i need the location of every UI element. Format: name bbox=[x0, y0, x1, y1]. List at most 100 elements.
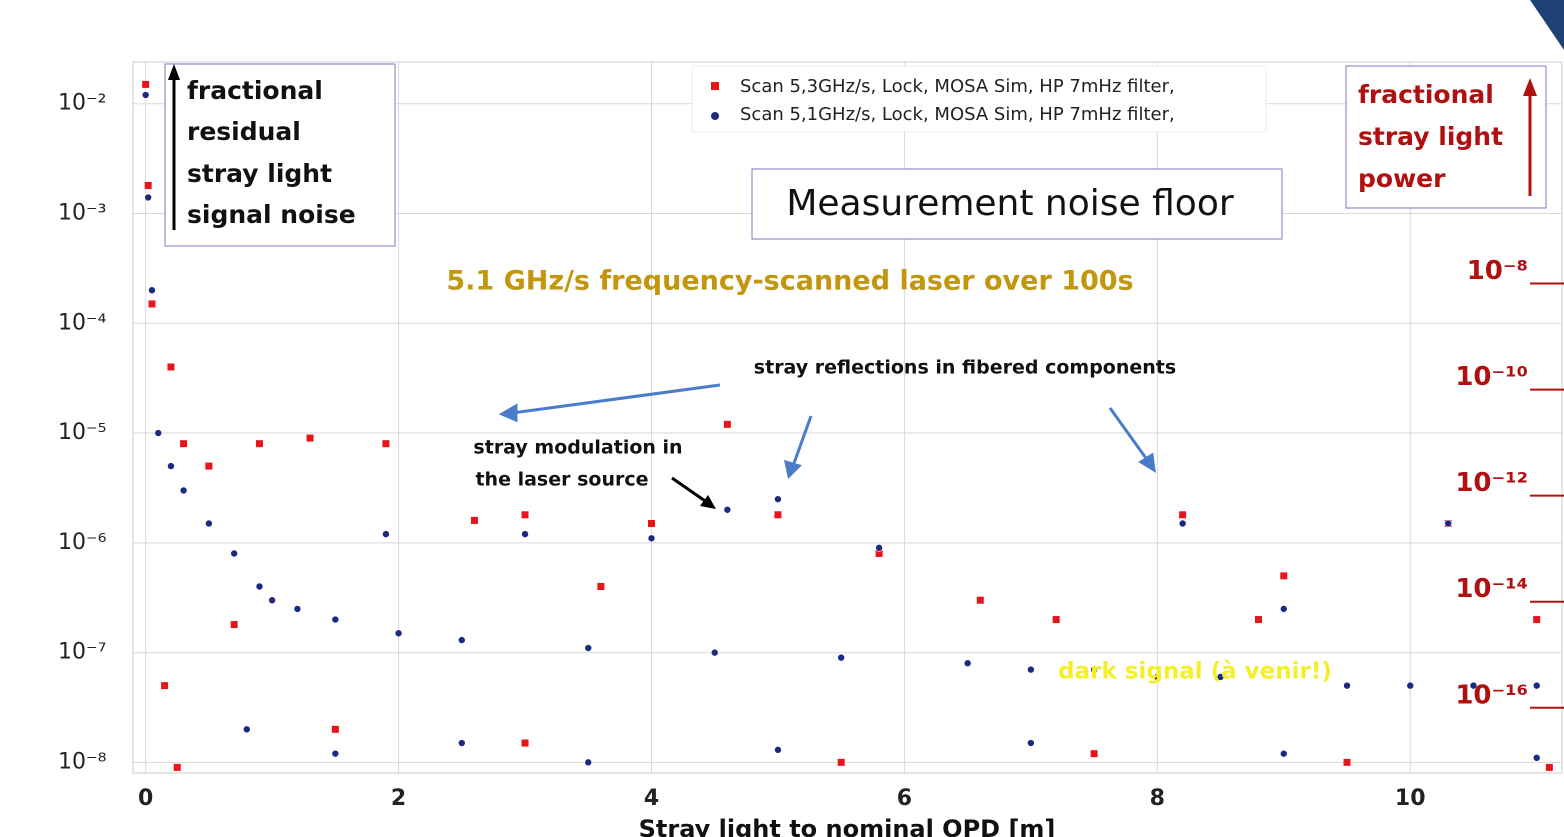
point bbox=[963, 659, 972, 668]
point bbox=[1090, 750, 1098, 758]
point bbox=[331, 615, 340, 624]
point bbox=[774, 495, 782, 503]
point bbox=[837, 758, 845, 766]
point bbox=[521, 739, 529, 747]
point bbox=[1533, 616, 1541, 624]
point bbox=[647, 519, 655, 527]
point bbox=[837, 653, 845, 662]
point bbox=[1343, 758, 1351, 766]
annotation: stray modulation in bbox=[473, 437, 682, 459]
point bbox=[382, 530, 390, 538]
legend-label: Scan 5,1GHz/s, Lock, MOSA Sim, HP 7mHz f… bbox=[740, 104, 1175, 125]
y2-tick-label: 10⁻¹² bbox=[1455, 468, 1528, 498]
point bbox=[647, 534, 656, 543]
point bbox=[230, 549, 238, 558]
point bbox=[1532, 681, 1541, 690]
point bbox=[1279, 749, 1288, 758]
legend-label: Scan 5,3GHz/s, Lock, MOSA Sim, HP 7mHz f… bbox=[740, 76, 1175, 97]
x-tick-label: 4 bbox=[644, 786, 659, 811]
point bbox=[167, 462, 175, 470]
point bbox=[230, 621, 238, 629]
point bbox=[180, 440, 188, 448]
point bbox=[584, 758, 593, 767]
arrow-head bbox=[700, 495, 716, 509]
note-line: stray light bbox=[187, 159, 332, 188]
y2-tick-label: 10⁻⁸ bbox=[1467, 256, 1528, 286]
annotation: 5.1 GHz/s frequency-scanned laser over 1… bbox=[446, 266, 1133, 297]
point bbox=[1532, 754, 1541, 762]
legend-marker bbox=[711, 112, 719, 120]
point bbox=[179, 486, 188, 495]
note-box bbox=[1345, 65, 1547, 209]
point bbox=[521, 530, 529, 538]
point bbox=[205, 519, 213, 528]
point bbox=[470, 516, 478, 524]
point bbox=[382, 440, 390, 448]
y-tick-label: 10⁻⁸ bbox=[58, 749, 107, 774]
point bbox=[1052, 616, 1060, 624]
point bbox=[331, 725, 339, 733]
annotation-box bbox=[751, 168, 1283, 240]
point bbox=[457, 636, 466, 644]
point bbox=[1280, 572, 1288, 580]
point bbox=[154, 429, 163, 437]
point bbox=[1254, 616, 1262, 624]
x-tick-label: 8 bbox=[1150, 786, 1165, 811]
annotation: the laser source bbox=[475, 469, 648, 491]
point bbox=[1216, 673, 1225, 681]
x-axis-label: Stray light to nominal OPD [m] bbox=[639, 815, 1056, 837]
point bbox=[1090, 665, 1098, 674]
point bbox=[1469, 681, 1478, 690]
point bbox=[1279, 605, 1288, 613]
point bbox=[167, 363, 175, 371]
point bbox=[243, 725, 251, 734]
arrow-head bbox=[168, 64, 180, 80]
note-line: fractional bbox=[187, 76, 323, 105]
point bbox=[710, 648, 719, 657]
y-tick-label: 10⁻² bbox=[58, 91, 106, 116]
point bbox=[141, 91, 150, 99]
point bbox=[148, 300, 156, 308]
annotation: stray reflections in fibered components bbox=[754, 357, 1176, 379]
y-tick-label: 10⁻³ bbox=[58, 201, 106, 226]
annotation: Measurement noise floor bbox=[786, 183, 1234, 224]
point bbox=[774, 511, 782, 519]
annotation-arrow bbox=[671, 476, 709, 505]
point bbox=[1027, 665, 1035, 674]
point bbox=[875, 549, 883, 557]
point bbox=[875, 544, 883, 552]
marks bbox=[141, 80, 1553, 771]
point bbox=[268, 596, 276, 605]
point bbox=[161, 682, 169, 690]
annotation: dark signal (à venir!) bbox=[1058, 659, 1332, 685]
point bbox=[144, 193, 152, 202]
point bbox=[173, 763, 181, 771]
ticks: 0 2 4 6 8 10 10⁻⁸ 10⁻⁷ 10⁻⁶ 10⁻⁵ 10⁻⁴ 10⁻³ 10⁻² 10⁻⁸ 1… bbox=[58, 91, 1564, 811]
point bbox=[148, 286, 156, 295]
point bbox=[306, 434, 314, 442]
note-box bbox=[164, 63, 396, 247]
x-tick-label: 6 bbox=[897, 786, 912, 811]
point bbox=[597, 583, 605, 591]
point bbox=[331, 749, 340, 758]
y-tick-label: 10⁻⁵ bbox=[58, 420, 106, 445]
point bbox=[394, 629, 403, 638]
note-line: power bbox=[1358, 164, 1446, 193]
point bbox=[1406, 681, 1415, 690]
y2-tick-label: 10⁻¹⁰ bbox=[1455, 362, 1528, 392]
x-tick-label: 0 bbox=[138, 786, 153, 811]
legend bbox=[691, 65, 1267, 133]
point bbox=[142, 80, 150, 88]
note-line: stray light bbox=[1358, 122, 1503, 151]
point bbox=[457, 739, 466, 747]
point bbox=[144, 181, 152, 189]
point bbox=[723, 505, 732, 514]
legend-marker bbox=[711, 82, 719, 90]
point bbox=[976, 596, 984, 604]
y2-tick-label: 10⁻¹⁶ bbox=[1455, 680, 1528, 710]
point bbox=[293, 605, 302, 613]
point bbox=[521, 511, 529, 519]
point bbox=[255, 582, 264, 591]
corner-decoration bbox=[1530, 0, 1564, 50]
